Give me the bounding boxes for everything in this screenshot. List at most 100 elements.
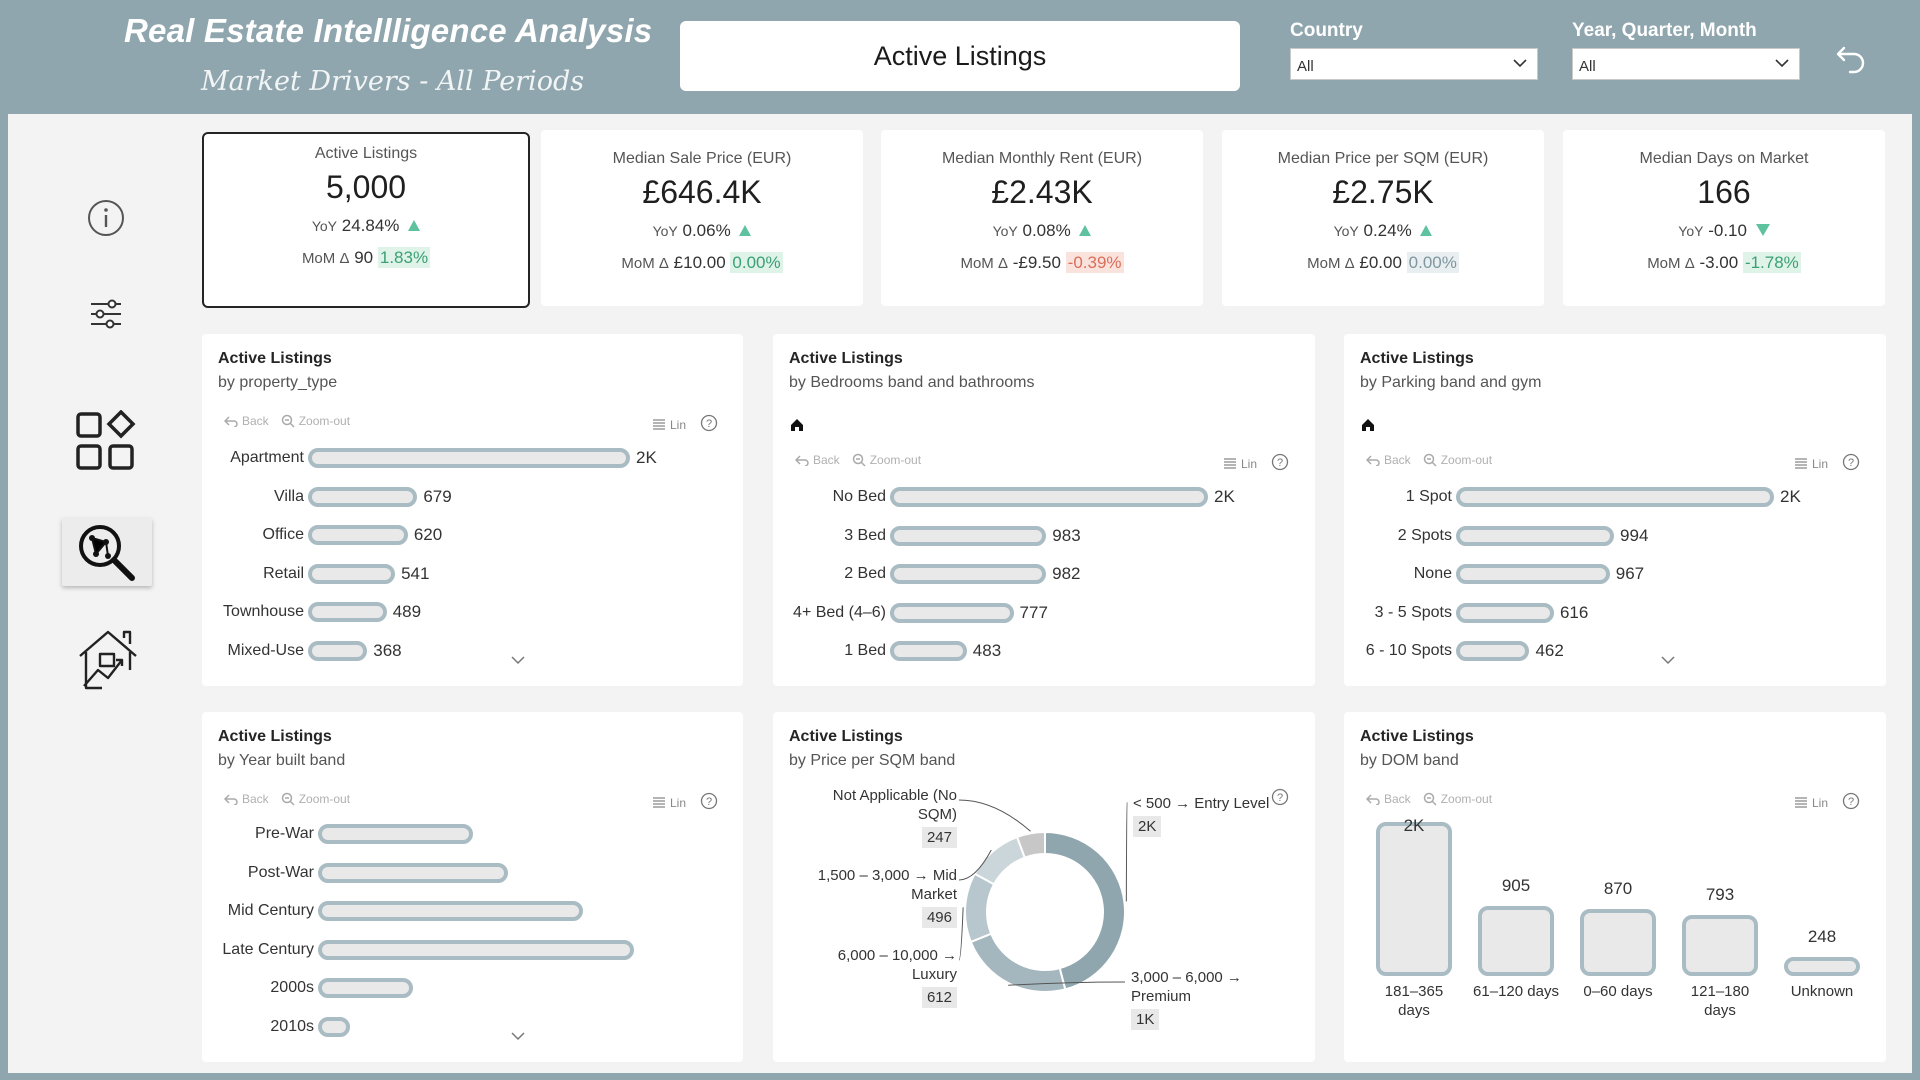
help-icon[interactable]: ? [700, 792, 718, 813]
zoom-out-button[interactable]: Zoom-out [1423, 792, 1492, 806]
zoom-out-button[interactable]: Zoom-out [281, 792, 350, 806]
home-icon[interactable] [789, 417, 805, 438]
back-button[interactable]: Back [224, 792, 269, 806]
zoom-out-label: Zoom-out [298, 792, 351, 806]
chevron-down-icon[interactable] [510, 1028, 526, 1046]
mom-percent: 0.00% [1406, 252, 1459, 273]
period-dropdown[interactable]: All [1572, 48, 1800, 80]
column[interactable] [1580, 909, 1656, 976]
kpi-card[interactable]: Median Price per SQM (EUR) £2.75K YoY 0.24… [1222, 130, 1544, 306]
help-icon[interactable]: ? [700, 414, 718, 435]
donut-slice[interactable] [973, 835, 1027, 886]
bar-value-label: 462 [1535, 641, 1564, 661]
kpi-mom: MoM Δ 90 1.83% [204, 247, 528, 268]
category-label: Townhouse [223, 603, 304, 621]
panel-price-sqm[interactable]: Active Listings by Price per SQM band < … [773, 712, 1315, 1062]
category-label: 2 Bed [844, 565, 886, 583]
bar[interactable] [318, 1017, 350, 1037]
lin-toggle[interactable]: Lin [1223, 457, 1257, 471]
info-icon[interactable] [86, 198, 126, 238]
kpi-card[interactable]: Active Listings 5,000 YoY 24.84% MoM Δ 90 … [202, 132, 530, 308]
bar[interactable] [308, 486, 418, 507]
bar[interactable] [1456, 564, 1610, 585]
column[interactable] [1784, 956, 1860, 976]
help-icon[interactable]: ? [1842, 792, 1860, 813]
category-label-line: days [1704, 1002, 1736, 1019]
bar[interactable] [318, 939, 634, 960]
bar[interactable] [308, 448, 630, 468]
bar[interactable] [890, 564, 1047, 585]
bar-value-label: 489 [392, 602, 422, 622]
kpi-mom: MoM Δ £10.00 0.00% [541, 252, 863, 273]
triangle-down-icon [1755, 224, 1770, 236]
panel-year-built[interactable]: Active Listings by Year built band Pre-W… [202, 712, 743, 1062]
zoom-out-button[interactable]: Zoom-out [281, 414, 350, 428]
kpi-card[interactable]: Median Monthly Rent (EUR) £2.43K YoY 0.08%… [881, 130, 1203, 306]
donut-slice[interactable] [964, 872, 996, 944]
chevron-down-icon[interactable] [1660, 652, 1676, 670]
lin-toggle[interactable]: Lin [652, 796, 686, 810]
column[interactable] [1376, 822, 1452, 976]
network-search-icon[interactable] [76, 522, 138, 582]
zoom-out-button[interactable]: Zoom-out [1423, 453, 1492, 467]
zoom-out-button[interactable]: Zoom-out [852, 453, 921, 467]
country-dropdown[interactable]: All [1290, 48, 1538, 80]
kpi-card[interactable]: Median Sale Price (EUR) £646.4K YoY 0.06% … [541, 130, 863, 306]
column[interactable] [1478, 906, 1554, 976]
panel-parking[interactable]: Active Listings by Parking band and gym … [1344, 334, 1886, 686]
home-icon[interactable] [1360, 417, 1376, 438]
donut-slice[interactable] [1015, 830, 1046, 859]
bar[interactable] [1456, 641, 1530, 662]
lin-toggle[interactable]: Lin [1794, 457, 1828, 471]
back-button[interactable]: Back [224, 414, 269, 428]
panel-dom-band[interactable]: Active Listings by DOM band 2K 181–365 day… [1344, 712, 1886, 1062]
chevron-down-icon[interactable] [510, 652, 526, 670]
back-label: Back [1384, 792, 1411, 806]
bar-value-label: 2K [1214, 487, 1235, 506]
bar[interactable] [890, 602, 1014, 623]
help-icon[interactable]: ? [1271, 453, 1289, 474]
category-label: 6 - 10 Spots [1365, 642, 1452, 660]
back-button[interactable]: Back [1366, 453, 1411, 467]
column[interactable] [1682, 914, 1758, 976]
category-label: Pre-War [255, 825, 314, 842]
bar[interactable] [890, 641, 967, 662]
bar[interactable] [890, 487, 1208, 507]
bar[interactable] [318, 824, 473, 844]
category-label: 121–180 days [1670, 982, 1770, 1020]
bar[interactable] [318, 901, 584, 922]
bar[interactable] [1456, 602, 1554, 623]
donut-slice[interactable] [1044, 830, 1126, 991]
svg-text:?: ? [706, 796, 712, 808]
bar[interactable] [308, 641, 368, 661]
bar[interactable] [318, 978, 413, 999]
country-slicer: Country All [1290, 20, 1538, 80]
kpi-card[interactable]: Median Days on Market 166 YoY -0.10 MoM Δ … [1563, 130, 1885, 306]
bar-value-label: 982 [1052, 564, 1081, 584]
filter-sliders-icon[interactable] [88, 296, 124, 332]
bar[interactable] [1456, 525, 1615, 546]
panel-bedrooms[interactable]: Active Listings by Bedrooms band and bat… [773, 334, 1315, 686]
panel-property-type[interactable]: Active Listings by property_type Apartme… [202, 334, 743, 686]
undo-icon[interactable] [1834, 40, 1868, 74]
bar[interactable] [890, 525, 1047, 546]
bar[interactable] [308, 525, 408, 546]
help-icon[interactable]: ? [1842, 453, 1860, 474]
lin-toggle[interactable]: Lin [652, 418, 686, 432]
help-icon[interactable]: ? [1271, 788, 1289, 811]
category-label: 2010s [270, 1018, 314, 1035]
mom-percent: -1.78% [1742, 252, 1801, 273]
period-slicer: Year, Quarter, Month All [1572, 20, 1800, 80]
bar[interactable] [308, 563, 396, 584]
bar[interactable] [308, 602, 387, 623]
lin-toggle[interactable]: Lin [1794, 796, 1828, 810]
house-chart-icon[interactable] [76, 626, 140, 694]
apps-grid-icon[interactable] [74, 410, 138, 474]
back-button[interactable]: Back [795, 453, 840, 467]
bar[interactable] [318, 862, 508, 883]
mom-prefix: MoM Δ [1307, 255, 1355, 272]
donut-label-line: 3,000 – 6,000 → [1131, 969, 1242, 986]
back-button[interactable]: Back [1366, 792, 1411, 806]
bar[interactable] [1456, 487, 1774, 507]
mom-value: 90 [354, 248, 374, 267]
